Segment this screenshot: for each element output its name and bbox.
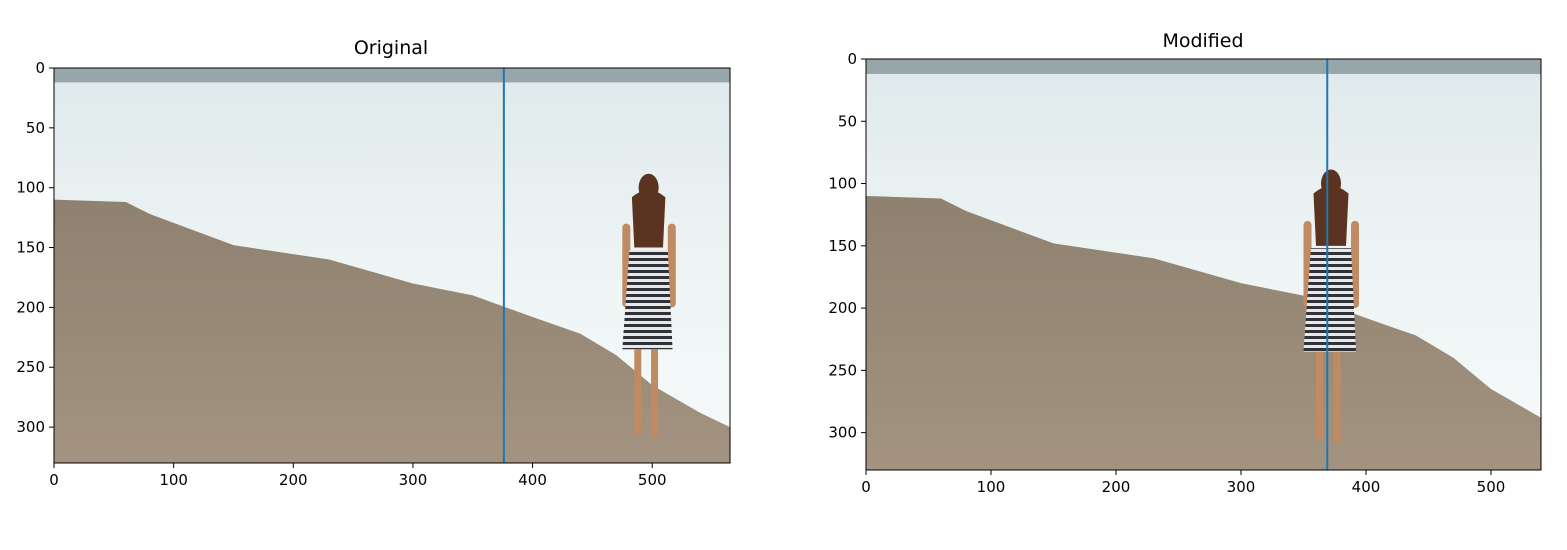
sand [866, 196, 1541, 470]
panel-title: Original [354, 37, 428, 59]
y-tick-label: 100 [828, 175, 857, 193]
person-hair [1313, 186, 1349, 246]
photo [54, 68, 730, 463]
person-hair [631, 190, 666, 248]
y-tick-label: 50 [26, 119, 45, 137]
modified-panel: Modified 0 100 200 300 400 500 0 50 100 150 200 25… [828, 30, 1542, 496]
y-tick-label: 300 [16, 418, 45, 436]
x-tick-label: 200 [1102, 478, 1131, 496]
person-dress [622, 249, 673, 350]
y-tick-label: 150 [16, 239, 45, 257]
x-tick-label: 500 [1477, 478, 1506, 496]
y-tick-label: 200 [16, 298, 45, 316]
x-tick-label: 400 [518, 471, 547, 489]
person [1303, 169, 1359, 443]
original-panel: Original 0 100 200 300 400 500 0 50 100 150 200 25… [16, 37, 731, 489]
y-tick-label: 100 [16, 179, 45, 197]
person-arm-right [667, 223, 676, 308]
y-axis: 0 50 100 150 200 250 300 [16, 59, 54, 436]
x-axis: 0 100 200 300 400 500 [861, 470, 1505, 496]
x-tick-label: 300 [399, 471, 428, 489]
y-tick-label: 200 [828, 299, 857, 317]
y-tick-label: 300 [828, 424, 857, 442]
x-tick-label: 100 [977, 478, 1006, 496]
axes-frame [53, 67, 731, 464]
x-tick-label: 400 [1352, 478, 1381, 496]
person-leg-right [651, 349, 659, 437]
y-tick-label: 50 [838, 112, 857, 130]
panel-title: Modified [1162, 30, 1243, 52]
y-tick-label: 0 [847, 50, 857, 68]
photo [866, 59, 1541, 470]
x-tick-label: 500 [638, 471, 667, 489]
person-leg-right [1333, 351, 1341, 443]
y-axis: 0 50 100 150 200 250 300 [828, 50, 866, 442]
x-axis: 0 100 200 300 400 500 [49, 463, 667, 489]
x-tick-label: 100 [159, 471, 188, 489]
wave-band [866, 59, 1541, 74]
y-tick-label: 150 [828, 237, 857, 255]
photo-layer [866, 59, 1541, 470]
wave-band [54, 68, 730, 83]
person-dress [1303, 248, 1356, 352]
person-leg-left [634, 349, 642, 434]
x-tick-label: 200 [279, 471, 308, 489]
photo-layer [54, 68, 730, 463]
person-arm-right [1351, 220, 1359, 309]
y-tick-label: 0 [35, 59, 45, 77]
sand [54, 199, 730, 463]
person-leg-left [1316, 351, 1323, 439]
x-tick-label: 0 [861, 478, 871, 496]
x-tick-label: 0 [49, 471, 59, 489]
axes-frame [865, 58, 1542, 471]
person [622, 173, 676, 437]
y-tick-label: 250 [16, 358, 45, 376]
x-tick-label: 300 [1227, 478, 1256, 496]
y-tick-label: 250 [828, 361, 857, 379]
